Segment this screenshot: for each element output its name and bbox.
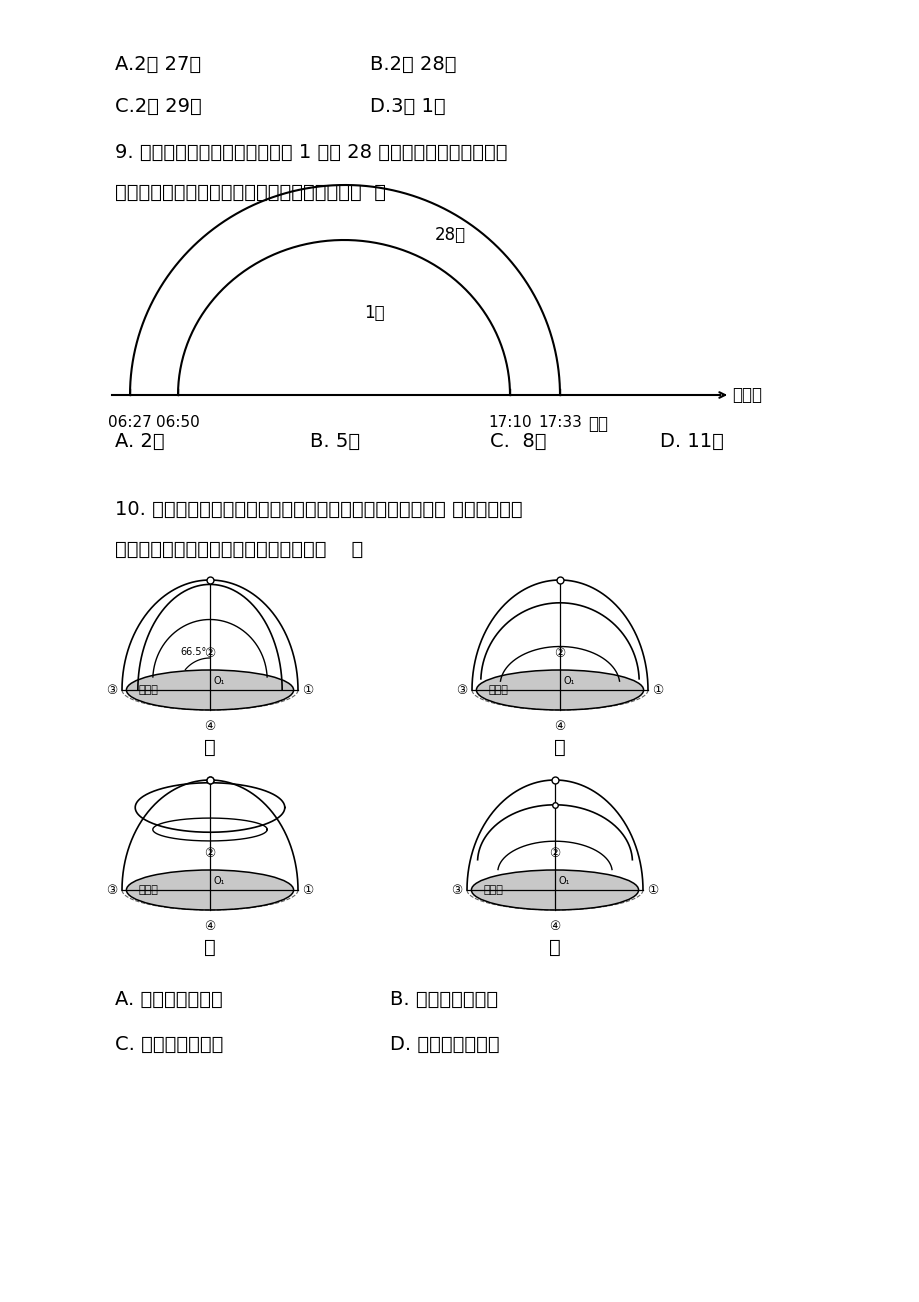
Text: 地平面: 地平面 <box>139 685 158 695</box>
Text: A.2月 27日: A.2月 27日 <box>115 55 201 74</box>
Text: 丙: 丙 <box>204 937 216 957</box>
Text: 10. 下图为北半球四地在夏至日当天所看到的太阳视运动轨迹 四地的纬度按: 10. 下图为北半球四地在夏至日当天所看到的太阳视运动轨迹 四地的纬度按 <box>115 500 522 519</box>
Text: B. 5月: B. 5月 <box>310 432 359 450</box>
Text: 地平面: 地平面 <box>483 885 503 894</box>
Text: ②: ② <box>549 848 560 861</box>
Text: B.2月 28日: B.2月 28日 <box>369 55 456 74</box>
Text: ①: ① <box>647 884 658 897</box>
Text: ④: ④ <box>554 720 565 733</box>
Text: （图示时间为地方时）」。读图，该月可能是（  ）: （图示时间为地方时）」。读图，该月可能是（ ） <box>115 184 386 202</box>
Text: 地平面: 地平面 <box>488 685 508 695</box>
Text: 66.5°: 66.5° <box>180 647 206 658</box>
Text: C. 丙、丁、甲、乙: C. 丙、丁、甲、乙 <box>115 1035 223 1055</box>
Text: D. 丁、乙、甲、丙: D. 丁、乙、甲、丙 <box>390 1035 499 1055</box>
Text: O₁: O₁ <box>214 876 225 885</box>
Text: A. 甲、乙、丙、丁: A. 甲、乙、丙、丁 <box>115 990 222 1009</box>
Text: ①: ① <box>302 884 313 897</box>
Text: ③: ③ <box>106 684 118 697</box>
Ellipse shape <box>471 870 638 910</box>
Text: ③: ③ <box>456 684 467 697</box>
Text: 时间: 时间 <box>587 415 607 434</box>
Text: ③: ③ <box>106 884 118 897</box>
Text: ①: ① <box>302 684 313 697</box>
Text: ④: ④ <box>204 921 215 934</box>
Text: 丁: 丁 <box>549 937 561 957</box>
Text: ②: ② <box>204 848 215 861</box>
Text: 甲: 甲 <box>204 738 216 756</box>
Text: ④: ④ <box>204 720 215 733</box>
Text: O₁: O₁ <box>563 676 575 686</box>
Ellipse shape <box>126 671 293 710</box>
Text: ③: ③ <box>450 884 462 897</box>
Text: C.2月 29日: C.2月 29日 <box>115 98 201 116</box>
Ellipse shape <box>476 671 643 710</box>
Text: D. 11月: D. 11月 <box>659 432 723 450</box>
Text: 06:27: 06:27 <box>108 415 152 430</box>
Text: 06:50: 06:50 <box>156 415 199 430</box>
Text: O₁: O₁ <box>214 676 225 686</box>
Ellipse shape <box>126 870 293 910</box>
Text: ①: ① <box>652 684 664 697</box>
Text: 17:33: 17:33 <box>538 415 582 430</box>
Text: C.  8月: C. 8月 <box>490 432 546 450</box>
Text: 照由高到低的顺序进行排列，合理的是（    ）: 照由高到低的顺序进行排列，合理的是（ ） <box>115 540 363 559</box>
Text: 28日: 28日 <box>435 227 466 243</box>
Text: 地平线: 地平线 <box>732 385 761 404</box>
Text: O₁: O₁ <box>559 876 570 885</box>
Text: ④: ④ <box>549 921 560 934</box>
Text: ②: ② <box>204 647 215 660</box>
Text: 1日: 1日 <box>364 303 384 322</box>
Text: 9. 下图为「我国某地同一个月内 1 日和 28 日两日太阳视运动线路图: 9. 下图为「我国某地同一个月内 1 日和 28 日两日太阳视运动线路图 <box>115 143 507 161</box>
Text: B. 乙、丁、丙、甲: B. 乙、丁、丙、甲 <box>390 990 497 1009</box>
Text: 17:10: 17:10 <box>488 415 531 430</box>
Text: D.3月 1日: D.3月 1日 <box>369 98 445 116</box>
Text: 地平面: 地平面 <box>139 885 158 894</box>
Text: A. 2月: A. 2月 <box>115 432 165 450</box>
Text: 乙: 乙 <box>553 738 565 756</box>
Text: ②: ② <box>554 647 565 660</box>
